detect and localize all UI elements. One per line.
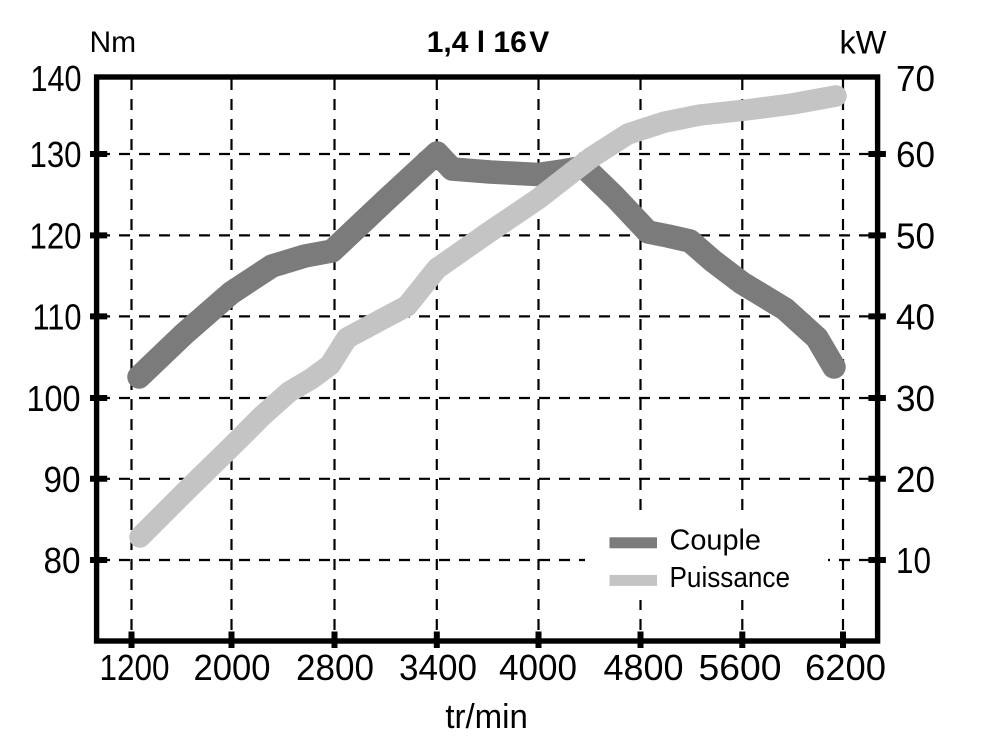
- svg-text:tr/min: tr/min: [445, 698, 528, 736]
- svg-text:6200: 6200: [805, 647, 886, 688]
- svg-text:80: 80: [44, 540, 81, 581]
- svg-text:40: 40: [896, 297, 935, 338]
- svg-text:140: 140: [31, 58, 82, 99]
- svg-text:70: 70: [896, 58, 935, 99]
- svg-text:Couple: Couple: [670, 524, 762, 556]
- svg-text:120: 120: [30, 216, 82, 257]
- svg-text:Nm: Nm: [90, 26, 137, 59]
- svg-text:100: 100: [27, 378, 81, 419]
- svg-text:5600: 5600: [699, 647, 782, 688]
- svg-text:20: 20: [896, 459, 935, 500]
- svg-text:2000: 2000: [194, 647, 271, 688]
- svg-text:60: 60: [896, 134, 935, 175]
- svg-text:90: 90: [44, 459, 81, 500]
- svg-text:kW: kW: [840, 25, 887, 61]
- svg-text:1,4 l 16 V: 1,4 l 16 V: [427, 26, 550, 59]
- svg-text:110: 110: [33, 297, 82, 338]
- svg-text:50: 50: [896, 216, 935, 257]
- svg-text:10: 10: [896, 540, 931, 581]
- svg-text:30: 30: [896, 378, 935, 419]
- svg-text:3400: 3400: [399, 647, 477, 688]
- svg-text:4000: 4000: [499, 647, 577, 688]
- svg-text:4800: 4800: [604, 647, 684, 688]
- svg-text:130: 130: [30, 134, 82, 175]
- svg-text:Puissance: Puissance: [670, 562, 791, 594]
- svg-text:1200: 1200: [100, 647, 170, 688]
- svg-text:2800: 2800: [296, 647, 374, 688]
